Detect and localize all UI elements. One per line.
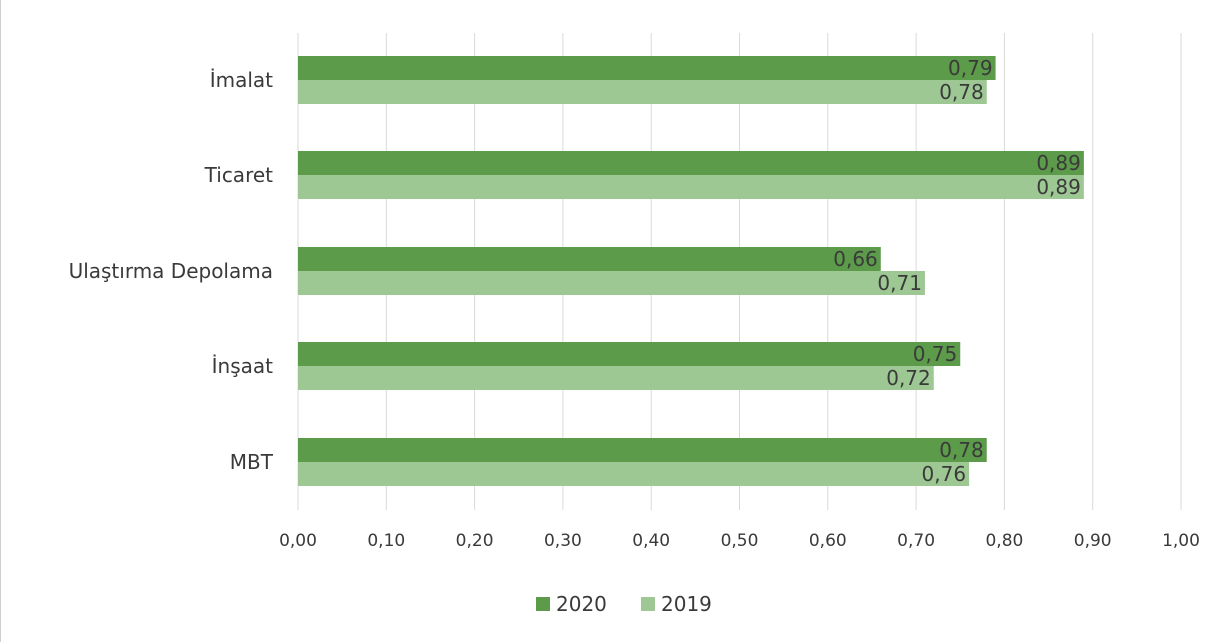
- data-label: 0,78: [939, 438, 984, 462]
- data-label: 0,89: [1036, 151, 1081, 175]
- bar-2020: [298, 342, 961, 366]
- x-tick-label: 0,90: [1074, 531, 1112, 551]
- x-tick-label: 0,00: [279, 531, 317, 551]
- x-tick-label: 0,60: [809, 531, 847, 551]
- x-tick-label: 0,70: [897, 531, 935, 551]
- category-label: İnşaat: [212, 354, 274, 378]
- data-label: 0,76: [922, 462, 967, 486]
- x-tick-label: 0,10: [367, 531, 405, 551]
- bar-2019: [298, 80, 987, 104]
- x-tick-label: 0,40: [632, 531, 670, 551]
- data-label: 0,66: [833, 247, 878, 271]
- x-tick-label: 1,00: [1162, 531, 1200, 551]
- data-label: 0,89: [1036, 175, 1081, 199]
- bar-2020: [298, 247, 881, 271]
- legend-label: 2020: [556, 592, 607, 616]
- x-tick-label: 0,20: [456, 531, 494, 551]
- legend-swatch-2020: [536, 597, 550, 611]
- bar-2020: [298, 56, 996, 80]
- x-tick-label: 0,30: [544, 531, 582, 551]
- data-label: 0,79: [948, 56, 993, 80]
- category-label: MBT: [230, 450, 274, 474]
- category-label: Ticaret: [204, 163, 273, 187]
- bar-2019: [298, 271, 925, 295]
- data-label: 0,78: [939, 80, 984, 104]
- legend-swatch-2019: [641, 597, 655, 611]
- data-label: 0,72: [886, 366, 931, 390]
- category-label: Ulaştırma Depolama: [69, 259, 273, 283]
- bar-2020: [298, 151, 1084, 175]
- category-label: İmalat: [210, 68, 273, 92]
- bar-2019: [298, 175, 1084, 199]
- x-tick-label: 0,50: [721, 531, 759, 551]
- bar-2020: [298, 438, 987, 462]
- x-tick-label: 0,80: [985, 531, 1023, 551]
- data-label: 0,71: [877, 271, 922, 295]
- data-label: 0,75: [913, 342, 958, 366]
- bar-2019: [298, 462, 970, 486]
- bar-2019: [298, 366, 934, 390]
- legend-label: 2019: [661, 592, 712, 616]
